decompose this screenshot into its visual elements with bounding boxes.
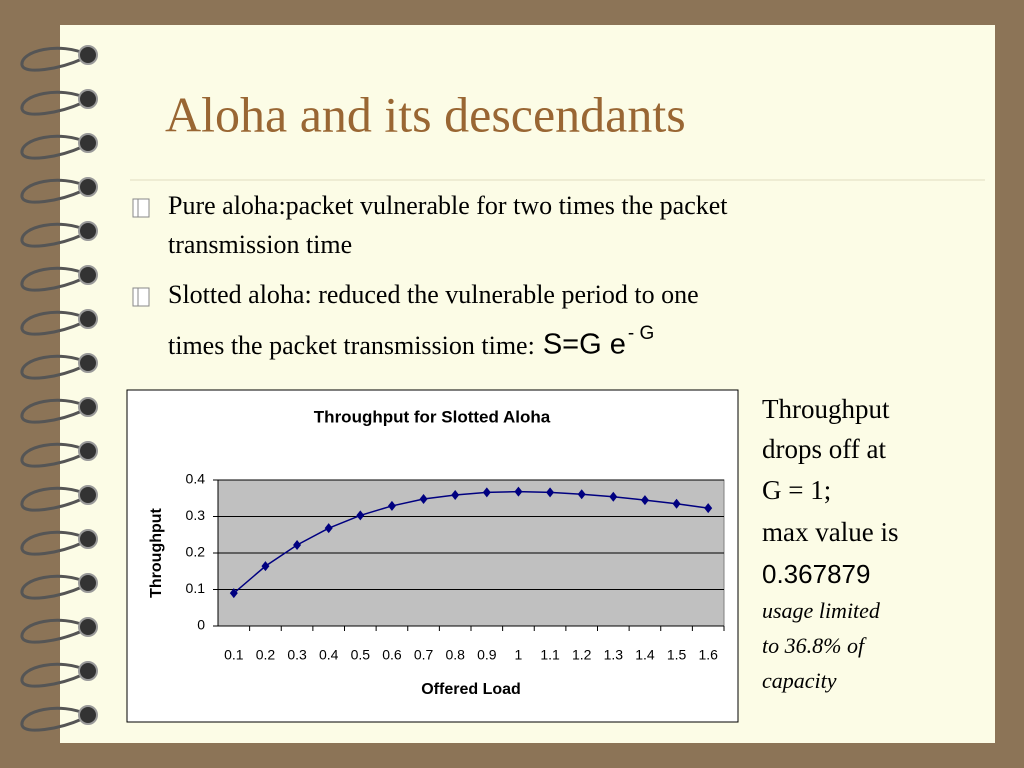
note-italic: to 36.8% of <box>762 633 867 658</box>
spiral-binding <box>20 45 98 732</box>
x-tick-label: 0.7 <box>414 647 434 663</box>
note-max-value: 0.367879 <box>762 559 870 589</box>
ring-hole <box>78 573 98 593</box>
ring-hole <box>78 617 98 637</box>
ring-wire <box>20 618 89 644</box>
ring-hole <box>78 485 98 505</box>
ring-hole <box>78 529 98 549</box>
ring-hole <box>78 45 98 65</box>
data-point <box>419 493 428 504</box>
x-tick-label: 1.1 <box>540 647 560 663</box>
ring-wire <box>20 706 89 732</box>
ring-hole <box>78 309 98 329</box>
data-point <box>261 561 270 572</box>
ring-wire <box>20 442 89 468</box>
x-axis-label: Offered Load <box>421 681 521 698</box>
x-tick-label: 1.6 <box>698 647 718 663</box>
x-tick-label: 0.2 <box>256 647 276 663</box>
bullet-text: transmission time <box>168 230 352 259</box>
bullet-text: times the packet transmission time: <box>168 331 535 360</box>
chart-title: Throughput for Slotted Aloha <box>314 407 551 426</box>
note-text: max value is <box>762 517 898 547</box>
formula-superscript: - G <box>628 323 654 344</box>
x-tick-label: 0.8 <box>445 647 465 663</box>
bullet-text: Pure aloha:packet vulnerable for two tim… <box>168 191 728 220</box>
note-text: G = 1; <box>762 475 831 505</box>
bullet-text: Slotted aloha: reduced the vulnerable pe… <box>168 280 699 309</box>
y-tick-label: 0.3 <box>186 507 206 523</box>
data-point <box>514 486 523 497</box>
x-tick-label: 0.6 <box>382 647 402 663</box>
x-tick-label: 0.3 <box>287 647 307 663</box>
x-tick-label: 1 <box>515 647 523 663</box>
ring-hole <box>78 265 98 285</box>
ring-hole <box>78 89 98 109</box>
data-point <box>672 498 681 509</box>
data-point <box>356 510 365 521</box>
ring-hole <box>78 661 98 681</box>
ring-hole <box>78 221 98 241</box>
ring-wire <box>20 354 89 380</box>
ring-wire <box>20 222 89 248</box>
y-tick-label: 0.1 <box>186 580 206 596</box>
bullet-icon <box>132 198 150 218</box>
data-point <box>387 500 396 511</box>
series-line <box>233 490 709 594</box>
ring-wire <box>20 398 89 424</box>
note-italic: capacity <box>762 668 837 693</box>
ring-hole <box>78 705 98 725</box>
x-tick-label: 1.2 <box>572 647 592 663</box>
ring-hole <box>78 353 98 373</box>
ring-wire <box>20 662 89 688</box>
data-point <box>229 588 238 599</box>
x-tick-label: 1.4 <box>635 647 655 663</box>
data-point <box>451 489 460 500</box>
ring-wire <box>20 486 89 512</box>
note-italic: usage limited <box>762 598 881 623</box>
ring-wire <box>20 178 89 204</box>
note-text: Throughput <box>762 394 890 424</box>
note-text: drops off at <box>762 434 886 464</box>
y-tick-label: 0.4 <box>186 471 206 487</box>
data-point <box>546 487 555 498</box>
ring-hole <box>78 441 98 461</box>
y-tick-label: 0 <box>197 617 205 633</box>
ring-hole <box>78 397 98 417</box>
ring-wire <box>20 310 89 336</box>
ring-wire <box>20 46 89 72</box>
content: Pure aloha:packet vulnerable for two tim… <box>132 191 898 693</box>
slide-title: Aloha and its descendants <box>165 86 686 142</box>
ring-wire <box>20 266 89 292</box>
x-tick-label: 0.5 <box>351 647 371 663</box>
ring-wire <box>20 90 89 116</box>
x-tick-label: 1.3 <box>604 647 624 663</box>
data-point <box>704 503 713 514</box>
data-point <box>324 523 333 534</box>
y-axis-label: Throughput <box>148 507 165 597</box>
x-tick-label: 1.5 <box>667 647 687 663</box>
data-point <box>293 539 302 550</box>
formula: S=G e <box>543 329 626 361</box>
ring-wire <box>20 530 89 556</box>
x-tick-label: 0.1 <box>224 647 244 663</box>
bullet-icon <box>132 287 150 307</box>
ring-hole <box>78 133 98 153</box>
ring-wire <box>20 574 89 600</box>
x-tick-label: 0.4 <box>319 647 339 663</box>
data-point <box>640 495 649 506</box>
y-tick-label: 0.2 <box>186 544 206 560</box>
chart: Throughput for Slotted Aloha 0 0.1 0.2 0.3 0.… <box>148 407 725 698</box>
ring-hole <box>78 177 98 197</box>
data-point <box>609 491 618 502</box>
ring-wire <box>20 134 89 160</box>
data-point <box>577 489 586 500</box>
data-point <box>482 487 491 498</box>
x-tick-label: 0.9 <box>477 647 497 663</box>
